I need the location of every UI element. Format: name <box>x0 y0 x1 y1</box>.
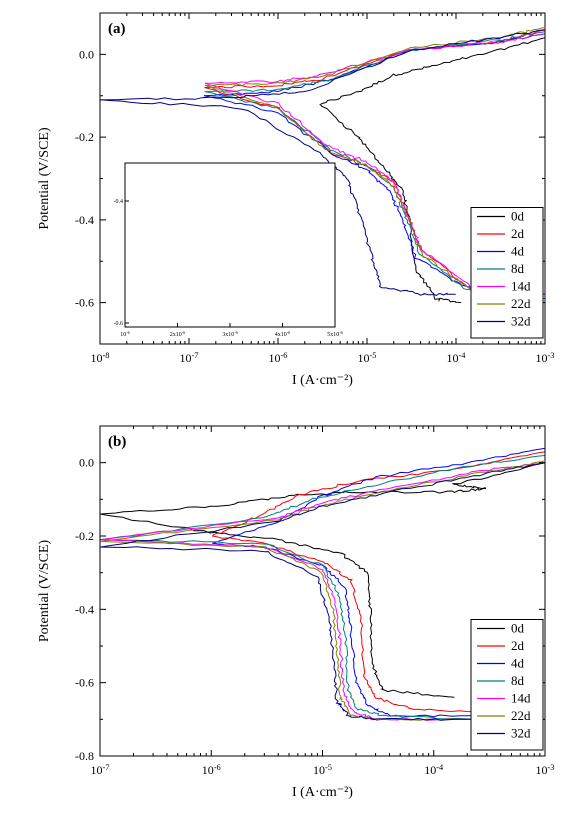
series-line-22d-cathodic <box>204 84 544 295</box>
x-tick-label: 10-3 <box>536 351 555 366</box>
legend-label-0d: 0d <box>511 621 525 636</box>
inset-x-tick-label: 3x10-6 <box>222 330 238 339</box>
inset-x-tick-label: 10-6 <box>120 330 130 339</box>
legend-label-32d: 32d <box>511 314 531 329</box>
x-axis-label: I (A·cm⁻²) <box>292 785 353 800</box>
x-tick-label: 10-7 <box>180 351 199 366</box>
series-group <box>100 447 545 721</box>
legend-label-2d: 2d <box>511 638 525 653</box>
series-line-14d-anodic <box>100 462 544 541</box>
y-tick-label: 0.0 <box>79 456 94 470</box>
panel-label: (b) <box>108 434 126 450</box>
legend-box <box>470 207 544 339</box>
series-line-32d-anodic <box>100 462 544 548</box>
y-tick-label: -0.4 <box>75 602 94 616</box>
inset-y-tick-label: -0.6 <box>114 321 124 327</box>
legend-label-22d: 22d <box>511 708 531 723</box>
series-line-14d-anodic <box>204 33 545 84</box>
inset-x-tick-label: 4x10-6 <box>275 330 291 339</box>
legend: 0d 2d 4d 8d 14d 22d 32d <box>470 207 544 339</box>
legend-label-8d: 8d <box>511 673 525 688</box>
legend-label-14d: 14d <box>511 279 531 294</box>
series-line-8d-anodic <box>100 454 545 541</box>
inset-y-tick-label: -0.4 <box>114 199 124 205</box>
inset-frame <box>124 162 336 328</box>
series-line-4d-cathodic <box>212 542 480 718</box>
series-line-22d-anodic <box>204 27 545 87</box>
series-line-2d-cathodic <box>212 535 477 713</box>
legend-label-8d: 8d <box>511 261 525 276</box>
inset-x-tick-label: 5x10-6 <box>327 330 343 339</box>
inset-x-tick-label: 2x10-6 <box>170 330 186 339</box>
series-line-8d-anodic <box>206 31 545 93</box>
x-tick-label: 10-6 <box>202 763 221 778</box>
series-line-14d-cathodic <box>205 82 545 295</box>
y-tick-label: -0.2 <box>75 529 94 543</box>
series-line-0d-anodic <box>320 37 545 105</box>
y-axis-label: Potential (V/SCE) <box>37 540 52 643</box>
x-tick-label: 10-7 <box>91 763 110 778</box>
x-tick-label: 10-8 <box>91 351 110 366</box>
series-line-0d-anodic <box>101 462 545 515</box>
legend-label-32d: 32d <box>511 726 531 741</box>
legend-box <box>470 619 544 751</box>
panel-label: (a) <box>108 21 126 37</box>
series-line-4d-cathodic <box>203 95 545 295</box>
inset-chart: 10-6 2x10-6 3x10-6 4x10-6 5x10-6 -0.4 -0.6 <box>114 162 343 339</box>
x-tick-label: 10-5 <box>313 763 332 778</box>
y-tick-label: 0.0 <box>79 47 94 61</box>
legend-label-14d: 14d <box>511 691 531 706</box>
legend: 0d 2d 4d 8d 14d 22d 32d <box>470 619 544 751</box>
x-tick-label: 10-4 <box>447 351 467 366</box>
legend-label-2d: 2d <box>511 226 525 241</box>
series-line-22d-anodic <box>101 460 545 542</box>
series-line-0d-cathodic <box>319 103 462 304</box>
series-line-14d-cathodic <box>100 539 480 721</box>
series-line-8d-cathodic <box>100 539 479 720</box>
y-axis-label: Potential (V/SCE) <box>37 127 52 230</box>
y-tick-label: -0.8 <box>75 749 94 763</box>
chart-panel-a: 10-8 10-7 10-6 10-5 10-4 10-3 0.0 -0.2 -0.4 -0.6 I… <box>37 12 555 388</box>
y-tick-label: -0.4 <box>75 213 94 227</box>
y-tick-label: -0.2 <box>75 130 94 144</box>
y-tick-label: -0.6 <box>75 296 94 310</box>
legend-label-0d: 0d <box>511 209 525 224</box>
x-tick-label: 10-5 <box>358 351 377 366</box>
series-line-32d-anodic <box>100 29 545 101</box>
series-line-32d-cathodic <box>101 99 456 296</box>
x-tick-label: 10-3 <box>536 763 555 778</box>
series-line-0d-cathodic <box>100 513 455 698</box>
chart-panel-b: 10-7 10-6 10-5 10-4 10-3 0.0 -0.2 -0.4 -0.6 -0.8 I… <box>37 425 555 800</box>
legend-label-22d: 22d <box>511 296 531 311</box>
series-line-4d-anodic <box>212 447 545 544</box>
y-tick-label: -0.6 <box>75 676 94 690</box>
series-line-32d-cathodic <box>100 546 479 721</box>
series-group <box>100 27 545 304</box>
x-axis-label: I (A·cm⁻²) <box>292 373 353 388</box>
legend-label-4d: 4d <box>511 244 525 259</box>
x-tick-label: 10-6 <box>269 351 288 366</box>
legend-label-4d: 4d <box>511 656 525 671</box>
series-line-22d-cathodic <box>100 541 478 721</box>
x-tick-label: 10-4 <box>424 763 444 778</box>
